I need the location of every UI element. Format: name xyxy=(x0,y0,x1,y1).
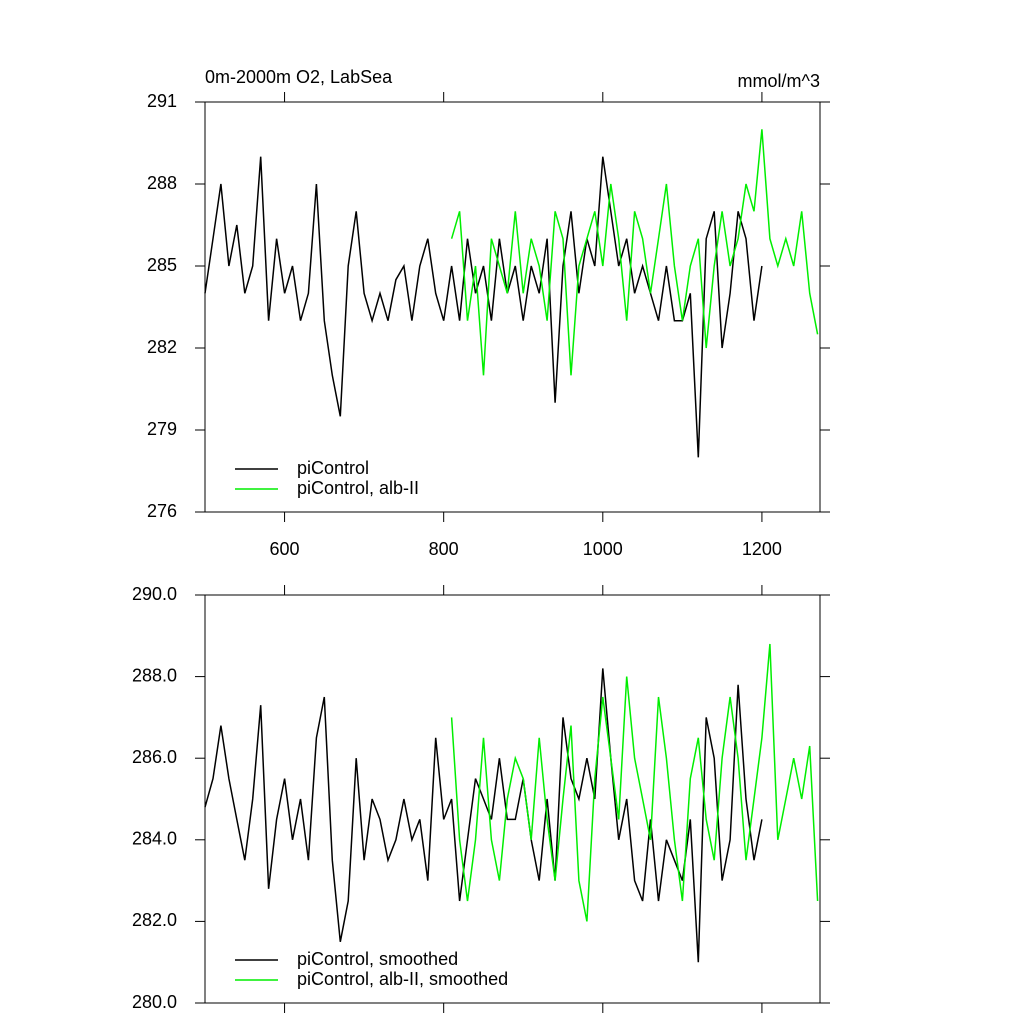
units-label: mmol/m^3 xyxy=(738,71,820,91)
legend-label: piControl, smoothed xyxy=(297,949,458,969)
x-tick-label: 1200 xyxy=(742,539,782,559)
series-line xyxy=(204,668,763,963)
series-line xyxy=(450,643,819,922)
y-tick-label: 284.0 xyxy=(132,829,177,849)
plot-frame xyxy=(204,594,821,1004)
legend-label: piControl xyxy=(297,458,369,478)
y-tick-label: 286.0 xyxy=(132,747,177,767)
x-tick-label: 600 xyxy=(270,539,300,559)
chart-title: 0m-2000m O2, LabSea xyxy=(205,67,393,87)
x-tick-label: 1000 xyxy=(583,539,623,559)
y-tick-label: 288.0 xyxy=(132,665,177,685)
series-line xyxy=(450,129,819,376)
y-tick-label: 288 xyxy=(147,173,177,193)
y-tick-label: 282 xyxy=(147,337,177,357)
x-tick-label: 800 xyxy=(429,539,459,559)
plot-frame xyxy=(204,101,821,513)
y-tick-label: 291 xyxy=(147,91,177,111)
legend-label: piControl, alb-II xyxy=(297,478,419,498)
y-tick-label: 280.0 xyxy=(132,992,177,1012)
y-tick-label: 279 xyxy=(147,419,177,439)
y-tick-label: 285 xyxy=(147,255,177,275)
y-tick-label: 290.0 xyxy=(132,584,177,604)
series-line xyxy=(204,156,763,458)
y-tick-label: 276 xyxy=(147,501,177,521)
legend-label: piControl, alb-II, smoothed xyxy=(297,969,508,989)
y-tick-label: 282.0 xyxy=(132,910,177,930)
